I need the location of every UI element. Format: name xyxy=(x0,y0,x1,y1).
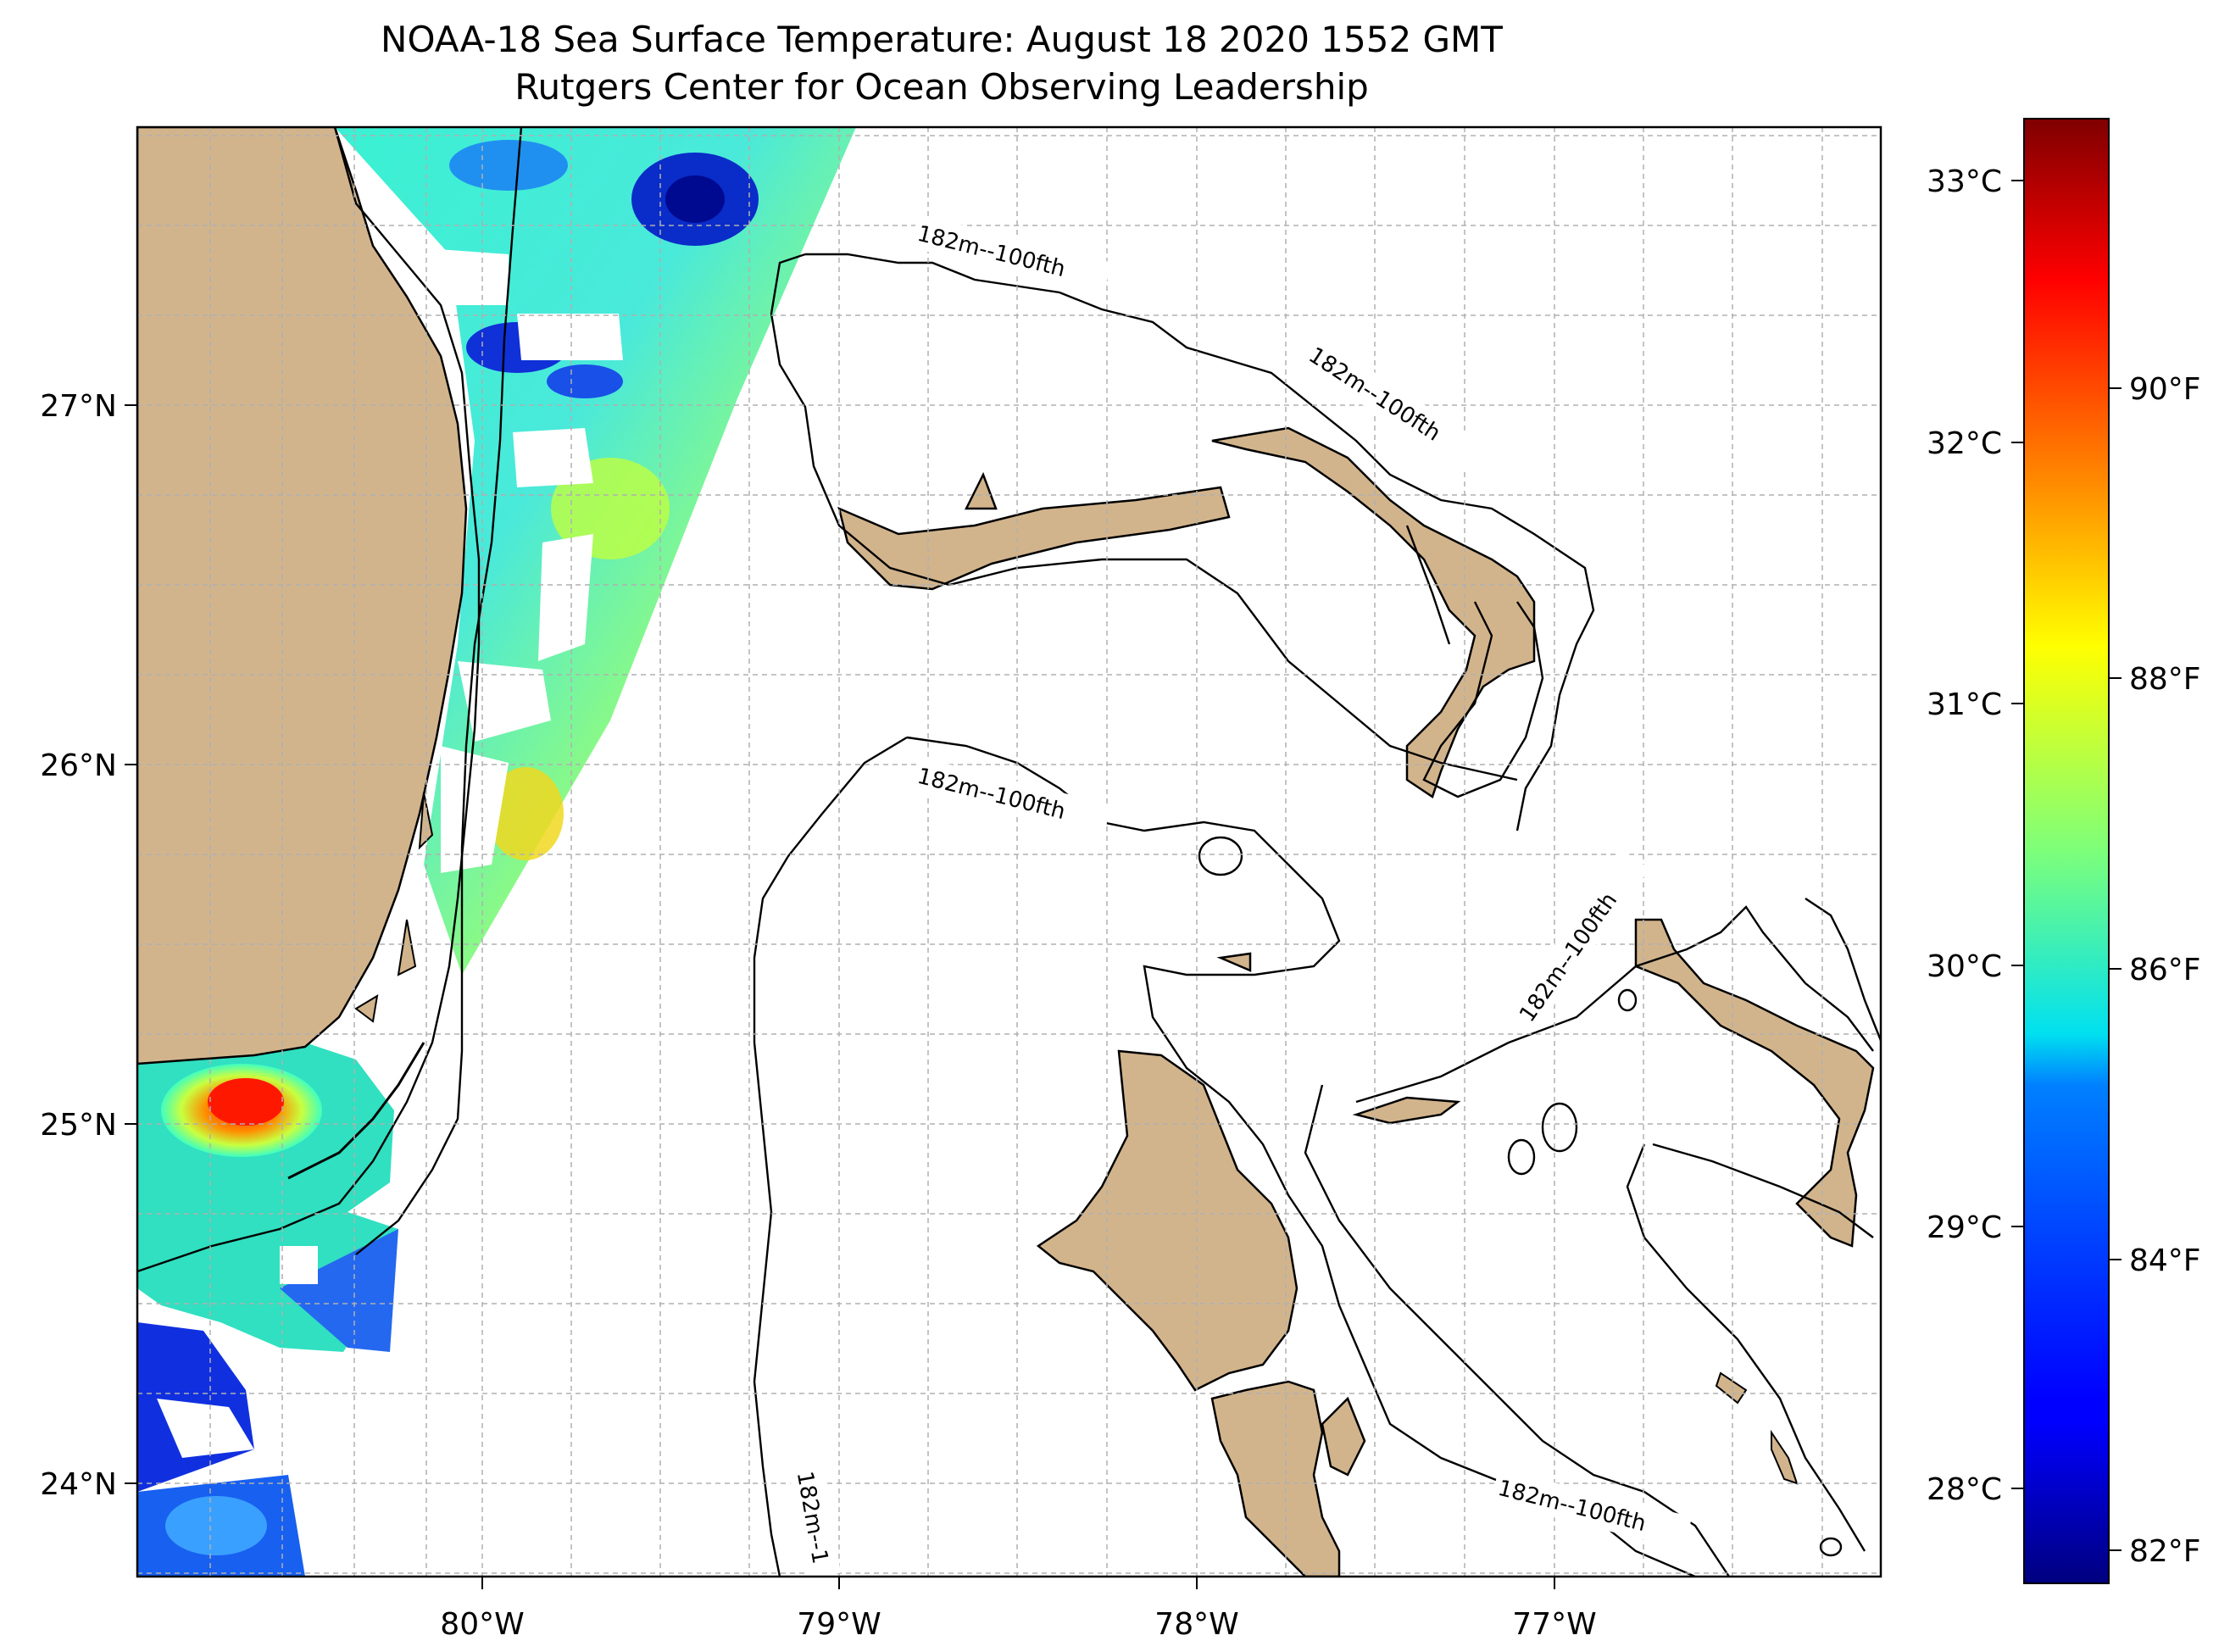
colorbar-fahrenheit-label-2: 88°F xyxy=(2129,662,2201,697)
sst-florida-bay xyxy=(137,1043,398,1577)
y-tick-label-1: 27°N xyxy=(40,389,117,424)
land-andros xyxy=(1036,1049,1299,1392)
colorbar-celsius-label-1: 33°C xyxy=(1927,164,2002,199)
colorbar: 33°C 32°C 31°C 30°C 29°C 28°C 90°F 88°F … xyxy=(1927,118,2201,1584)
colorbar-celsius-label-3: 31°C xyxy=(1927,687,2002,722)
colorbar-celsius-label-5: 29°C xyxy=(1927,1210,2002,1245)
colorbar-celsius-label-6: 28°C xyxy=(1927,1472,2002,1507)
y-tick-label-2: 26°N xyxy=(40,748,117,783)
colorbar-gradient xyxy=(2023,118,2110,1584)
land-florida xyxy=(137,127,468,1065)
map-frame xyxy=(136,125,1882,1578)
colorbar-celsius-label-4: 30°C xyxy=(1927,949,2002,984)
colorbar-fahrenheit-label-3: 86°F xyxy=(2129,953,2201,987)
colorbar-fahrenheit-label-1: 90°F xyxy=(2129,372,2201,407)
x-tick-label-4: 77°W xyxy=(1512,1607,1596,1642)
y-tick-label-3: 25°N xyxy=(40,1108,117,1143)
map-panel: 182m--100fth 182m--100fth 182m--100fth 1… xyxy=(137,127,1881,1577)
land-grand-bahama xyxy=(837,486,1231,591)
x-tick-label-3: 78°W xyxy=(1154,1607,1238,1642)
map-subtitle: Rutgers Center for Ocean Observing Leade… xyxy=(514,66,1369,108)
y-tick-label-4: 24°N xyxy=(40,1467,117,1502)
x-tick-label-1: 80°W xyxy=(440,1607,524,1642)
axis-ticks xyxy=(125,404,1555,1589)
colorbar-fahrenheit-label-5: 82°F xyxy=(2129,1534,2201,1569)
x-tick-label-2: 79°W xyxy=(797,1607,881,1642)
colorbar-celsius-label-2: 32°C xyxy=(1927,426,2002,461)
map-title: NOAA-18 Sea Surface Temperature: August … xyxy=(381,19,1503,60)
depth-contours xyxy=(137,127,1881,1577)
map-grid xyxy=(137,127,1881,1577)
land-abaco xyxy=(1211,426,1536,798)
land-eleuthera xyxy=(1634,918,1875,1248)
colorbar-fahrenheit-label-4: 84°F xyxy=(2129,1243,2201,1278)
